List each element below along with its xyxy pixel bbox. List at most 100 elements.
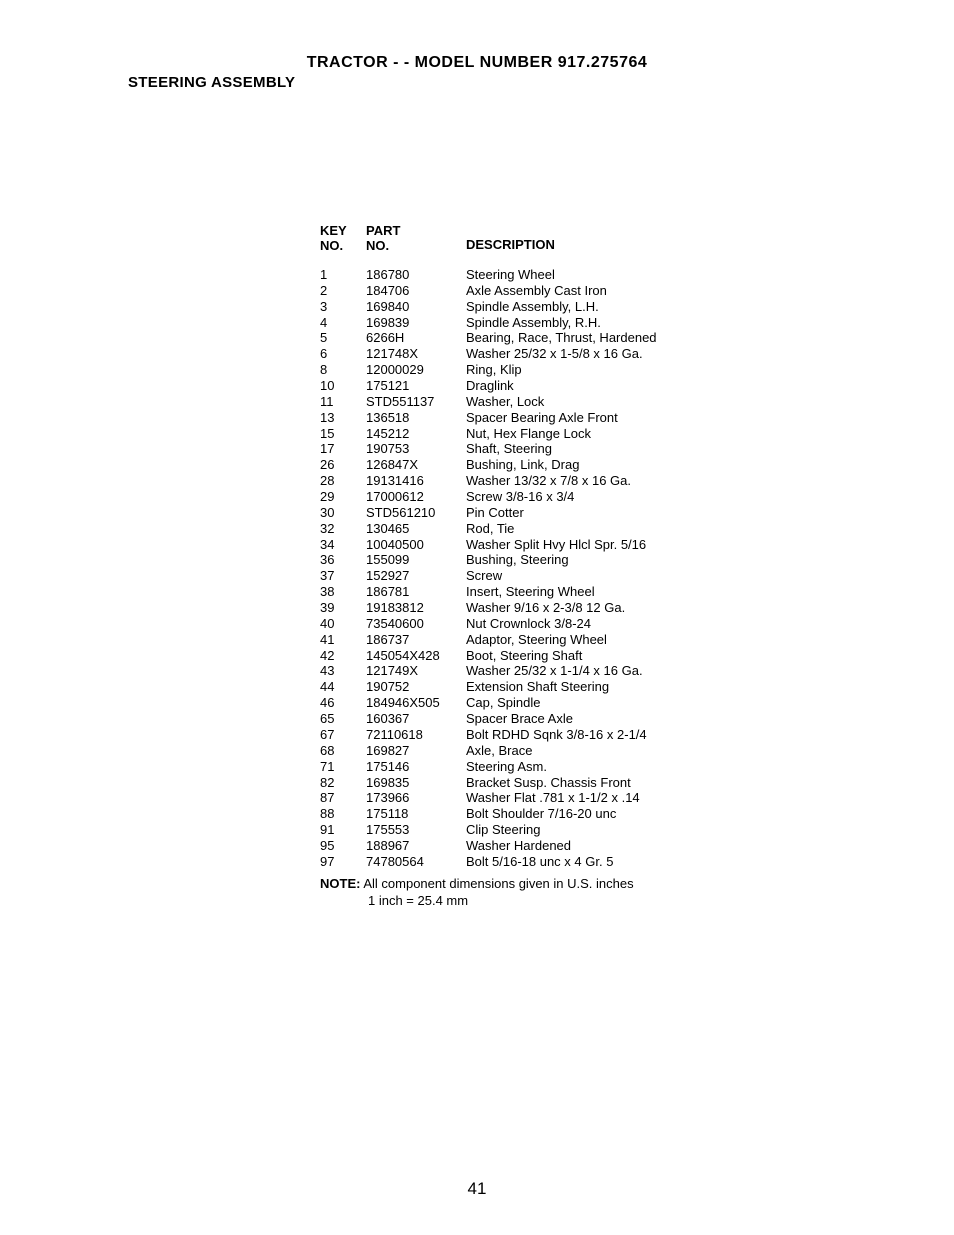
desc-cell: Washer 9/16 x 2-3/8 12 Ga. <box>466 600 954 616</box>
part-cell: 74780564 <box>366 854 466 870</box>
desc-cell: Spindle Assembly, R.H. <box>466 315 954 331</box>
table-row: 17190753Shaft, Steering <box>320 441 954 457</box>
desc-cell: Adaptor, Steering Wheel <box>466 632 954 648</box>
desc-cell: Screw <box>466 568 954 584</box>
part-cell: 130465 <box>366 521 466 537</box>
key-cell: 68 <box>320 743 366 759</box>
table-row: 56266HBearing, Race, Thrust, Hardened <box>320 330 954 346</box>
part-cell: 145054X428 <box>366 648 466 664</box>
note-text: All component dimensions given in U.S. i… <box>360 876 633 891</box>
desc-cell: Rod, Tie <box>466 521 954 537</box>
desc-cell: Steering Asm. <box>466 759 954 775</box>
key-cell: 95 <box>320 838 366 854</box>
part-cell: 12000029 <box>366 362 466 378</box>
key-cell: 46 <box>320 695 366 711</box>
key-cell: 3 <box>320 299 366 315</box>
header-key-top: KEY <box>320 223 366 238</box>
header-part: PART NO. <box>366 223 466 253</box>
part-cell: 175553 <box>366 822 466 838</box>
key-cell: 8 <box>320 362 366 378</box>
desc-cell: Ring, Klip <box>466 362 954 378</box>
table-row: 26126847XBushing, Link, Drag <box>320 457 954 473</box>
table-row: 95188967Washer Hardened <box>320 838 954 854</box>
part-cell: 72110618 <box>366 727 466 743</box>
desc-cell: Spacer Bearing Axle Front <box>466 410 954 426</box>
desc-cell: Bushing, Steering <box>466 552 954 568</box>
table-row: 68169827Axle, Brace <box>320 743 954 759</box>
header-part-bottom: NO. <box>366 238 466 253</box>
desc-cell: Spindle Assembly, L.H. <box>466 299 954 315</box>
part-cell: 186781 <box>366 584 466 600</box>
part-cell: 190753 <box>366 441 466 457</box>
key-cell: 30 <box>320 505 366 521</box>
part-cell: 10040500 <box>366 537 466 553</box>
table-row: 46184946X505Cap, Spindle <box>320 695 954 711</box>
table-row: 41186737Adaptor, Steering Wheel <box>320 632 954 648</box>
table-row: 87173966Washer Flat .781 x 1-1/2 x .14 <box>320 790 954 806</box>
part-cell: 175118 <box>366 806 466 822</box>
desc-cell: Bolt 5/16-18 unc x 4 Gr. 5 <box>466 854 954 870</box>
desc-cell: Washer Hardened <box>466 838 954 854</box>
key-cell: 43 <box>320 663 366 679</box>
part-cell: 155099 <box>366 552 466 568</box>
table-row: 32130465Rod, Tie <box>320 521 954 537</box>
part-cell: 169835 <box>366 775 466 791</box>
key-cell: 6 <box>320 346 366 362</box>
desc-cell: Nut, Hex Flange Lock <box>466 426 954 442</box>
table-row: 44190752Extension Shaft Steering <box>320 679 954 695</box>
table-row: 15145212Nut, Hex Flange Lock <box>320 426 954 442</box>
part-cell: 169827 <box>366 743 466 759</box>
part-cell: 160367 <box>366 711 466 727</box>
key-cell: 37 <box>320 568 366 584</box>
table-row: 65160367Spacer Brace Axle <box>320 711 954 727</box>
desc-cell: Cap, Spindle <box>466 695 954 711</box>
note-section: NOTE: All component dimensions given in … <box>320 876 954 910</box>
desc-cell: Bolt RDHD Sqnk 3/8-16 x 2-1/4 <box>466 727 954 743</box>
desc-cell: Insert, Steering Wheel <box>466 584 954 600</box>
part-cell: 19183812 <box>366 600 466 616</box>
part-cell: 190752 <box>366 679 466 695</box>
table-header: KEY NO. PART NO. DESCRIPTION <box>320 223 954 253</box>
key-cell: 91 <box>320 822 366 838</box>
key-cell: 40 <box>320 616 366 632</box>
desc-cell: Pin Cotter <box>466 505 954 521</box>
note-line2: 1 inch = 25.4 mm <box>320 893 954 910</box>
key-cell: 88 <box>320 806 366 822</box>
table-row: 812000029Ring, Klip <box>320 362 954 378</box>
part-cell: STD561210 <box>366 505 466 521</box>
header-description: DESCRIPTION <box>466 223 954 253</box>
key-cell: 10 <box>320 378 366 394</box>
desc-cell: Steering Wheel <box>466 267 954 283</box>
parts-list: 1186780Steering Wheel2184706Axle Assembl… <box>320 267 954 870</box>
key-cell: 87 <box>320 790 366 806</box>
desc-cell: Washer 25/32 x 1-1/4 x 16 Ga. <box>466 663 954 679</box>
parts-table: KEY NO. PART NO. DESCRIPTION 1186780Stee… <box>320 223 954 909</box>
key-cell: 97 <box>320 854 366 870</box>
table-row: 9774780564Bolt 5/16-18 unc x 4 Gr. 5 <box>320 854 954 870</box>
part-cell: STD551137 <box>366 394 466 410</box>
part-cell: 184706 <box>366 283 466 299</box>
desc-cell: Washer 25/32 x 1-5/8 x 16 Ga. <box>466 346 954 362</box>
table-row: 36155099Bushing, Steering <box>320 552 954 568</box>
table-row: 3919183812Washer 9/16 x 2-3/8 12 Ga. <box>320 600 954 616</box>
desc-cell: Axle, Brace <box>466 743 954 759</box>
part-cell: 169839 <box>366 315 466 331</box>
desc-cell: Shaft, Steering <box>466 441 954 457</box>
table-row: 4169839Spindle Assembly, R.H. <box>320 315 954 331</box>
table-row: 2917000612Screw 3/8-16 x 3/4 <box>320 489 954 505</box>
note-label: NOTE: <box>320 876 360 891</box>
desc-cell: Bearing, Race, Thrust, Hardened <box>466 330 954 346</box>
part-cell: 184946X505 <box>366 695 466 711</box>
part-cell: 175121 <box>366 378 466 394</box>
table-row: 42145054X428Boot, Steering Shaft <box>320 648 954 664</box>
desc-cell: Washer Flat .781 x 1-1/2 x .14 <box>466 790 954 806</box>
desc-cell: Nut Crownlock 3/8-24 <box>466 616 954 632</box>
table-row: 38186781Insert, Steering Wheel <box>320 584 954 600</box>
part-cell: 173966 <box>366 790 466 806</box>
desc-cell: Bushing, Link, Drag <box>466 457 954 473</box>
part-cell: 175146 <box>366 759 466 775</box>
key-cell: 36 <box>320 552 366 568</box>
table-row: 13136518Spacer Bearing Axle Front <box>320 410 954 426</box>
desc-cell: Spacer Brace Axle <box>466 711 954 727</box>
key-cell: 11 <box>320 394 366 410</box>
